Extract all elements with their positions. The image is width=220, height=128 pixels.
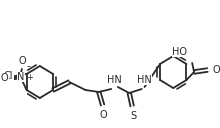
Text: HO: HO xyxy=(172,47,187,57)
Text: N: N xyxy=(17,72,25,82)
Text: Cl: Cl xyxy=(4,71,13,81)
Text: O: O xyxy=(18,56,26,66)
Text: +: + xyxy=(26,73,33,83)
Text: O: O xyxy=(1,73,9,83)
Text: O: O xyxy=(100,110,107,120)
Text: HN: HN xyxy=(107,75,121,85)
Text: -: - xyxy=(27,61,31,71)
Text: HN: HN xyxy=(137,75,152,85)
Text: O: O xyxy=(212,65,220,75)
Text: S: S xyxy=(130,111,136,121)
